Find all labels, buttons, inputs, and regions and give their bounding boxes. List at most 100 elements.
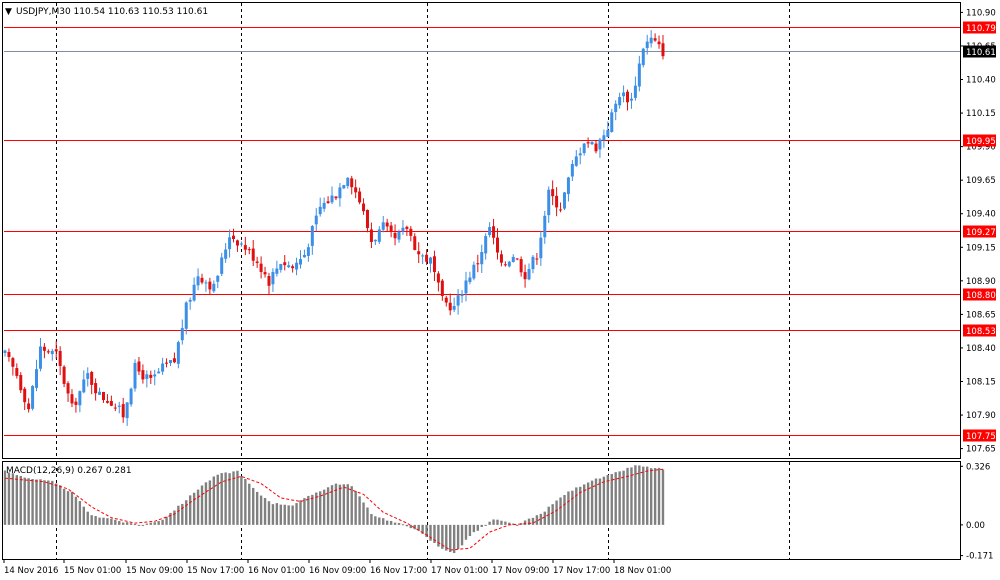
- macd-histogram-bar: [460, 524, 464, 546]
- price-tick-label: 108.65: [966, 310, 996, 320]
- macd-histogram-bar: [47, 480, 50, 525]
- macd-histogram-bar: [212, 476, 216, 525]
- current-price-tag: [963, 45, 996, 58]
- macd-histogram-bar: [102, 517, 105, 525]
- candle-body: [503, 264, 507, 266]
- macd-histogram-bar: [559, 497, 562, 525]
- candle-body: [141, 370, 145, 380]
- candle-body: [610, 112, 614, 132]
- macd-histogram-bar: [433, 524, 436, 544]
- candle-body: [456, 295, 460, 306]
- macd-histogram-bar: [259, 495, 263, 525]
- candle-body: [145, 374, 149, 379]
- macd-histogram-bar: [94, 515, 97, 525]
- candle-body: [58, 350, 62, 366]
- macd-histogram-bar: [248, 483, 251, 525]
- price-tick-label: 108.40: [966, 344, 996, 354]
- macd-histogram-bar: [153, 522, 156, 525]
- macd-histogram-bar: [657, 467, 661, 525]
- macd-histogram-bar: [7, 472, 11, 525]
- macd-histogram-bar: [11, 473, 15, 525]
- candle-body: [338, 187, 342, 199]
- macd-histogram-bar: [661, 469, 665, 525]
- macd-histogram-bar: [263, 497, 267, 525]
- price-tick-label: 109.15: [966, 243, 996, 253]
- candle-body: [578, 153, 582, 156]
- macd-histogram-bar: [413, 524, 416, 530]
- candle-body: [38, 346, 42, 369]
- candle-body: [220, 257, 224, 274]
- candle-body: [113, 407, 117, 409]
- candle-body: [133, 362, 137, 389]
- macd-histogram-bar: [129, 523, 133, 525]
- symbol-menu-arrow[interactable]: ▼: [5, 7, 12, 17]
- tag-layer: 110.79 109.95 109.27 108.80 108.53 107.75 110.…: [963, 21, 996, 442]
- macd-histogram-bar: [374, 516, 377, 525]
- candle-body: [27, 403, 31, 410]
- macd-layer: [3, 465, 665, 554]
- macd-histogram-bar: [437, 524, 440, 547]
- candle-body: [172, 358, 176, 363]
- macd-histogram-bar: [582, 484, 586, 525]
- level-tag: [963, 21, 996, 34]
- macd-histogram-bar: [523, 520, 527, 525]
- level-tag: [963, 225, 996, 238]
- macd-histogram-bar: [382, 518, 385, 525]
- macd-histogram-bar: [622, 470, 625, 525]
- candle-body: [547, 189, 551, 216]
- level-tag: [963, 324, 996, 337]
- macd-histogram-bar: [240, 476, 243, 525]
- candle-body: [42, 346, 46, 351]
- macd-histogram-bar: [472, 524, 476, 533]
- candle-body: [472, 264, 476, 279]
- candle-body: [326, 201, 330, 203]
- candle-body: [247, 249, 251, 251]
- macd-histogram-bar: [303, 498, 306, 525]
- macd-histogram-bar: [19, 475, 22, 525]
- macd-histogram-bar: [287, 505, 290, 525]
- macd-histogram-bar: [606, 474, 610, 525]
- candle-body: [562, 192, 566, 209]
- macd-histogram-bar: [649, 468, 653, 525]
- candle-body: [15, 368, 19, 376]
- macd-histogram-bar: [208, 480, 212, 525]
- candle-body: [531, 256, 535, 270]
- macd-histogram-bar: [464, 524, 468, 540]
- candle-body: [161, 363, 165, 372]
- macd-histogram-bar: [125, 522, 129, 525]
- candle-body: [129, 388, 133, 405]
- candle-body: [224, 249, 228, 259]
- candle-body: [295, 262, 299, 270]
- candle-body: [342, 185, 346, 189]
- macd-histogram-bar: [82, 506, 85, 525]
- level-tag-label: 110.79: [966, 24, 996, 34]
- candle-body: [657, 41, 661, 45]
- candle-body: [117, 405, 121, 407]
- time-label: 17 Nov 01:00: [431, 566, 488, 576]
- level-tag-label: 108.80: [966, 291, 996, 301]
- candle-body: [618, 97, 622, 106]
- price-tick-label: 107.65: [966, 445, 996, 455]
- level-layer: [4, 27, 960, 436]
- candle-body: [204, 282, 208, 284]
- candle-body: [346, 177, 350, 187]
- candle-body: [566, 177, 570, 195]
- candle-body: [62, 366, 66, 384]
- candle-body: [310, 226, 314, 246]
- macd-histogram-bar: [220, 473, 223, 525]
- macd-histogram-bar: [66, 491, 70, 525]
- candle-body: [66, 383, 70, 394]
- macd-histogram-bar: [188, 495, 192, 525]
- macd-histogram-bar: [110, 518, 113, 525]
- macd-histogram-bar: [58, 485, 62, 525]
- candle-body: [488, 227, 492, 236]
- macd-histogram-bar: [535, 515, 539, 525]
- macd-histogram-bar: [389, 520, 393, 525]
- macd-histogram-bar: [90, 515, 93, 525]
- macd-histogram-bar: [468, 524, 472, 537]
- candle-body: [444, 297, 448, 303]
- candle-body: [629, 98, 633, 101]
- macd-histogram-bar: [393, 522, 397, 525]
- time-label: 15 Nov 01:00: [64, 566, 121, 576]
- candle-body: [480, 252, 484, 265]
